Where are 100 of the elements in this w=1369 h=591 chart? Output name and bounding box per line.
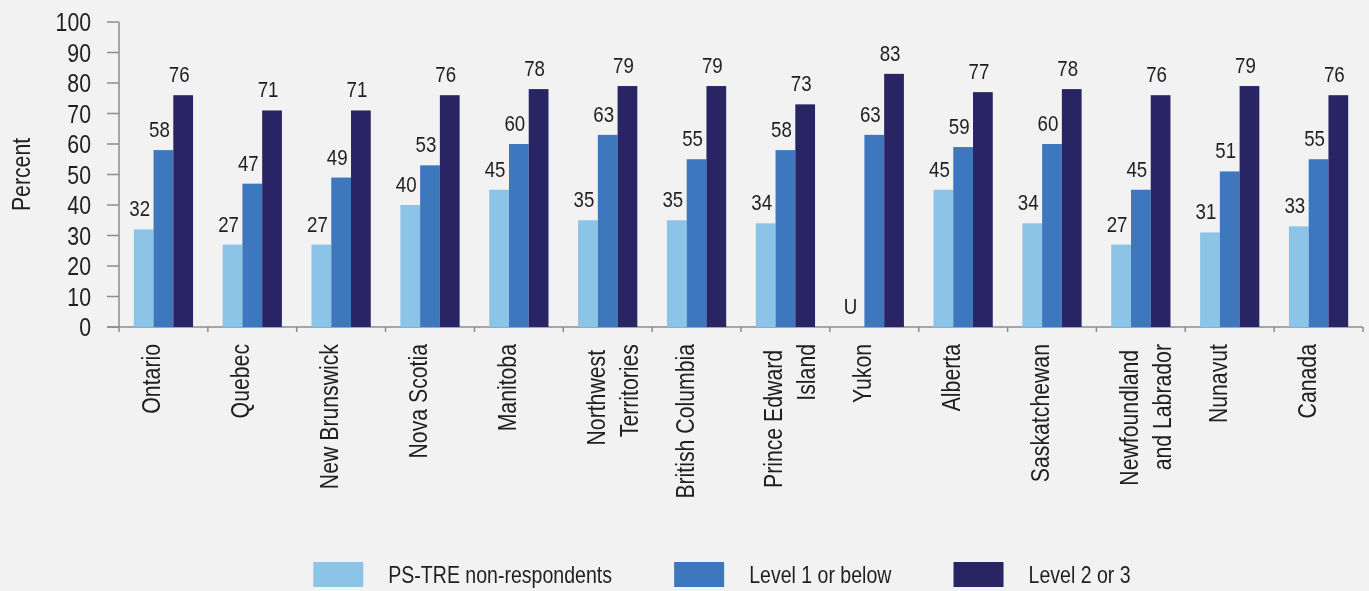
data-label: 63 <box>859 102 881 127</box>
data-label: 53 <box>415 132 437 157</box>
data-label: 45 <box>929 157 950 182</box>
bar <box>489 189 509 327</box>
x-tick-label: Nunavut <box>1204 343 1233 424</box>
y-tick-label: 30 <box>67 221 91 250</box>
y-tick-label: 100 <box>55 8 91 37</box>
data-label: 76 <box>168 62 190 87</box>
data-label: 63 <box>593 102 615 127</box>
data-label: 27 <box>307 212 328 236</box>
bar <box>331 177 352 327</box>
data-label: 34 <box>751 190 773 215</box>
data-label: 76 <box>1146 62 1167 87</box>
data-label: 27 <box>218 212 239 236</box>
data-label: 76 <box>435 62 457 87</box>
bar <box>1061 89 1082 327</box>
bar <box>1328 95 1349 327</box>
data-label: 45 <box>1126 157 1148 182</box>
bar <box>1150 95 1171 327</box>
y-tick-label: 20 <box>67 252 91 281</box>
bar <box>1022 223 1043 327</box>
data-label: 35 <box>662 187 684 212</box>
data-label: 78 <box>1057 56 1079 81</box>
bar <box>666 220 687 327</box>
data-label: 51 <box>1215 139 1237 163</box>
data-label: 79 <box>701 53 723 78</box>
bar <box>617 86 638 327</box>
bar <box>1308 159 1329 327</box>
x-tick-label: Newfoundland and Labrador <box>1115 343 1177 486</box>
text: U <box>843 294 858 319</box>
x-tick-label: Quebec <box>226 344 255 419</box>
y-tick-label: 10 <box>67 282 91 311</box>
data-label: 71 <box>346 78 368 102</box>
data-label: 34 <box>1017 190 1039 215</box>
data-label: 76 <box>1323 62 1345 87</box>
x-tick-label: British Columbia <box>670 343 699 499</box>
data-label: 60 <box>504 111 526 136</box>
bar <box>795 104 816 327</box>
y-tick-label: 60 <box>67 130 91 159</box>
y-tick-label: 90 <box>67 38 91 67</box>
y-tick-label: 50 <box>67 160 91 189</box>
bar <box>706 86 727 327</box>
data-label: 83 <box>879 41 901 66</box>
bar <box>1239 86 1260 327</box>
x-tick-label: Yukon <box>848 344 877 404</box>
data-label: 55 <box>682 126 703 151</box>
data-label: 35 <box>573 187 595 212</box>
legend-label: PS-TRE non-respondents <box>388 562 612 589</box>
data-label: 49 <box>326 145 348 169</box>
data-label: 59 <box>948 114 970 139</box>
data-label: 47 <box>237 151 259 175</box>
bar <box>1042 144 1062 327</box>
bar <box>508 144 529 327</box>
y-tick-label: 70 <box>67 99 91 128</box>
data-label: 27 <box>1106 212 1128 236</box>
data-label: 79 <box>613 53 634 78</box>
data-label: 58 <box>149 117 170 142</box>
data-label: 45 <box>484 157 506 182</box>
y-tick-label: 80 <box>67 69 91 98</box>
bar <box>775 150 796 327</box>
bar <box>933 189 954 327</box>
bar <box>222 244 243 327</box>
x-tick-label: Manitoba <box>493 343 522 432</box>
bar <box>133 229 154 327</box>
bar <box>953 147 974 327</box>
x-tick-label: Saskatchewan <box>1026 344 1055 483</box>
y-tick-label: 40 <box>67 191 91 220</box>
x-tick-label: Prince Edward Island <box>759 344 821 489</box>
x-tick-label: Nova Scotia <box>404 343 433 459</box>
x-tick-label: Alberta <box>937 343 966 412</box>
bar <box>973 92 993 327</box>
bar <box>686 159 707 327</box>
bar <box>439 95 460 327</box>
bar <box>153 150 174 327</box>
bar <box>864 134 885 327</box>
y-tick-label: 0 <box>79 313 91 342</box>
data-label: 40 <box>395 172 417 197</box>
data-label: 55 <box>1304 126 1325 151</box>
bar <box>528 89 549 327</box>
bar <box>1200 232 1220 327</box>
bar <box>351 110 371 327</box>
x-tick-label: New Brunswick <box>315 343 344 490</box>
bar <box>242 183 263 327</box>
data-label: 58 <box>771 117 792 142</box>
bar <box>578 220 598 327</box>
bar <box>755 223 776 327</box>
bar <box>420 165 440 327</box>
bar <box>1219 171 1240 327</box>
x-tick-label: Ontario <box>137 344 166 414</box>
data-label: 73 <box>790 71 812 96</box>
data-label: 31 <box>1195 200 1217 224</box>
data-label: 78 <box>524 56 545 81</box>
bar <box>173 95 194 327</box>
bar <box>1111 244 1131 327</box>
data-label: 79 <box>1235 53 1256 78</box>
bar <box>400 205 421 327</box>
data-label: 60 <box>1037 111 1059 136</box>
bar <box>262 110 282 327</box>
bar <box>311 244 332 327</box>
data-label: 71 <box>257 78 279 102</box>
